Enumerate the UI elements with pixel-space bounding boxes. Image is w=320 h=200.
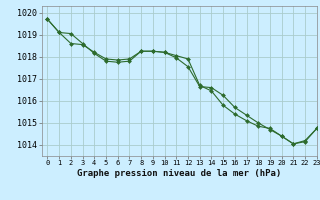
X-axis label: Graphe pression niveau de la mer (hPa): Graphe pression niveau de la mer (hPa) — [77, 169, 281, 178]
